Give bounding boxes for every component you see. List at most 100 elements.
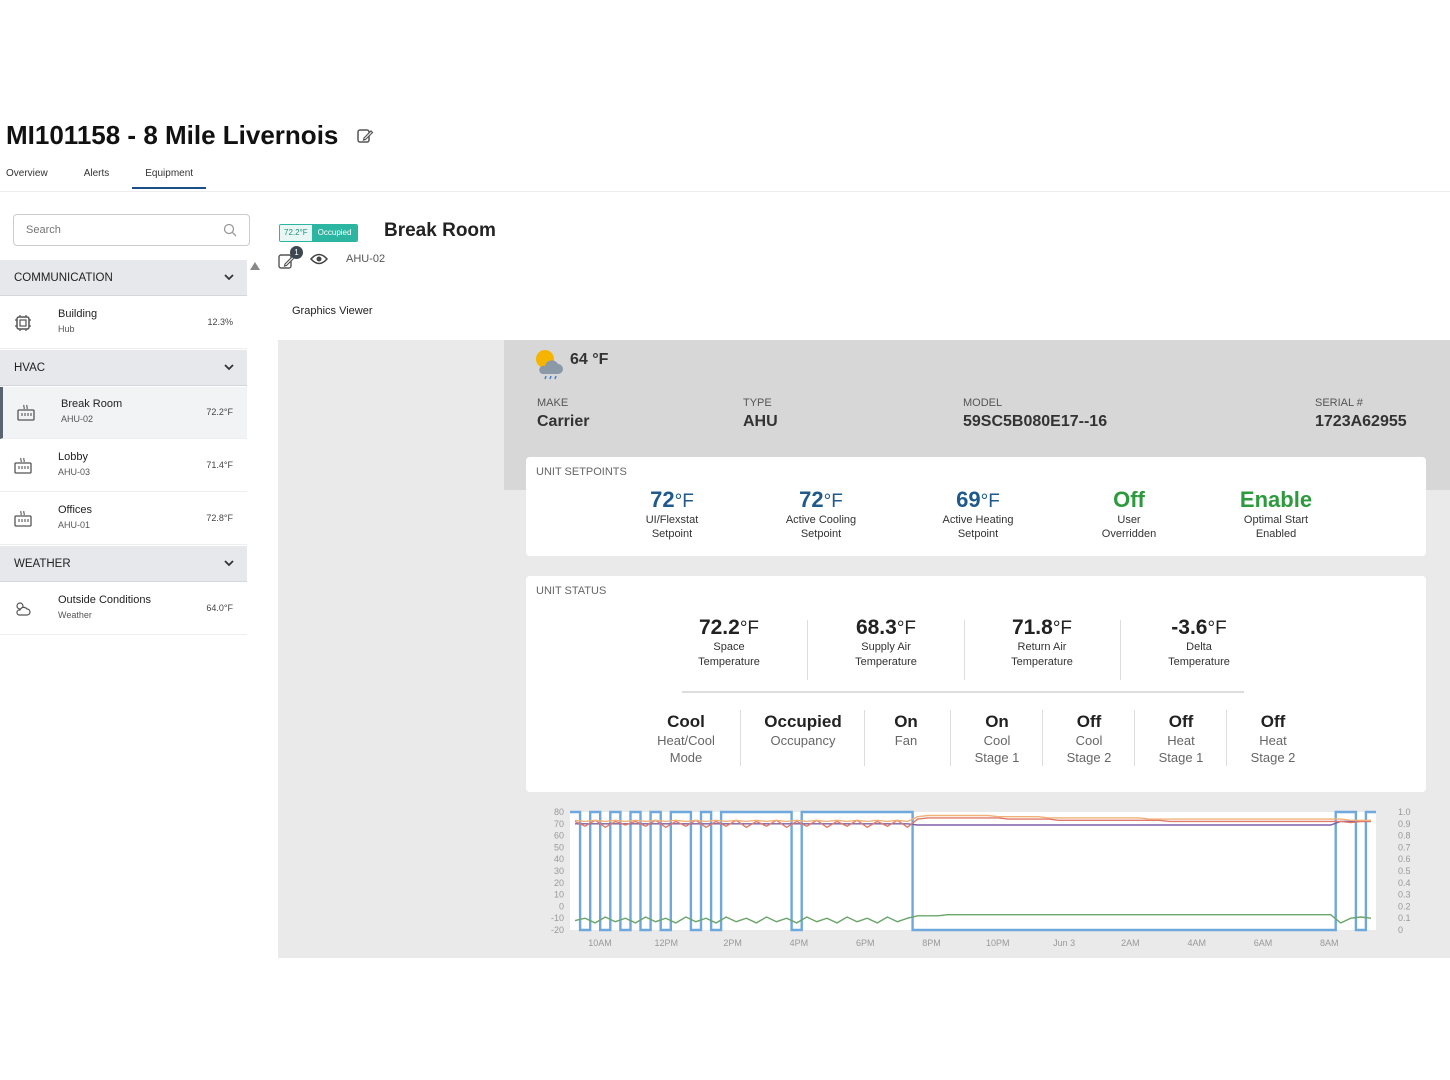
- unit-title: Break Room: [384, 220, 496, 241]
- sidebar-item-building[interactable]: Building Hub 12.3%: [0, 297, 247, 349]
- sidebar-item-lobby[interactable]: Lobby AHU-03 71.4°F: [0, 440, 247, 492]
- y-right-tick-label: 0.7: [1398, 842, 1411, 852]
- status-label: Return Air: [1017, 641, 1067, 653]
- status-value: -3.6: [1171, 616, 1208, 639]
- group-hvac[interactable]: HVAC: [0, 350, 247, 386]
- make-label: MAKE: [537, 397, 569, 409]
- edit-icon[interactable]: [356, 127, 374, 145]
- status-label: Delta: [1186, 641, 1212, 653]
- setpoint-label: Active Heating: [942, 514, 1014, 526]
- x-tick-label: 12PM: [655, 938, 679, 948]
- group-label: WEATHER: [14, 557, 71, 570]
- setpoint-label: Overridden: [1101, 528, 1157, 540]
- make-value: Carrier: [537, 413, 590, 430]
- y-left-tick-label: 10: [554, 890, 564, 900]
- x-tick-label: 2PM: [723, 938, 742, 948]
- ahu-icon: [17, 404, 35, 421]
- status-value: 68.3: [855, 616, 897, 639]
- group-communication[interactable]: COMMUNICATION: [0, 260, 247, 296]
- tab-equipment[interactable]: Equipment: [132, 166, 207, 189]
- unit-meta-row: 1 AHU-02: [278, 246, 385, 270]
- y-left-tick-label: 60: [554, 831, 564, 841]
- status-badge: 72.2°F Occupied: [279, 224, 359, 242]
- eye-icon[interactable]: [310, 253, 328, 265]
- y-left-tick-label: -10: [551, 913, 564, 923]
- trend-chart-svg: 80706050403020100-10-201.00.90.80.70.60.…: [551, 807, 1411, 948]
- hub-icon: [15, 315, 31, 331]
- series-line-3: [574, 814, 1371, 823]
- mode-divider: [740, 710, 741, 766]
- item-name: Break Room: [61, 398, 123, 410]
- search-box[interactable]: [13, 214, 250, 246]
- notification-count-badge: 1: [290, 246, 303, 259]
- mode-value: On: [985, 712, 1009, 731]
- notes-button[interactable]: 1: [278, 246, 303, 270]
- unit-status-card: UNIT STATUS 72.2°F Space Temperature 68.…: [526, 576, 1426, 792]
- x-tick-label: 10PM: [986, 938, 1010, 948]
- item-name: Offices: [58, 504, 93, 516]
- mode-divider: [1226, 710, 1227, 766]
- y-right-tick-label: 0.1: [1398, 913, 1411, 923]
- sidebar-item-offices[interactable]: Offices AHU-01 72.8°F: [0, 493, 247, 545]
- mode-divider: [864, 710, 865, 766]
- item-sub: Weather: [58, 610, 92, 620]
- chevron-down-icon: [224, 274, 234, 281]
- status-return-air-temp: 71.8°F Return Air Temperature: [964, 616, 1120, 670]
- series-line-4: [574, 914, 1372, 924]
- status-delta-temp: -3.6°F Delta Temperature: [1121, 616, 1277, 670]
- setpoint-active-heating: 69°F Active Heating Setpoint: [913, 487, 1043, 541]
- tab-bar: Overview Alerts Equipment: [6, 166, 242, 189]
- mode-divider: [1134, 710, 1135, 766]
- setpoint-value: 72: [799, 487, 824, 512]
- setpoint-label: Enabled: [1255, 528, 1297, 540]
- mode-value: Occupied: [764, 712, 842, 731]
- outside-temp: 64 °F: [570, 351, 609, 368]
- status-label: Temperature: [1168, 656, 1230, 668]
- y-right-tick-label: 0.6: [1398, 854, 1411, 864]
- mode-label: Cool: [1075, 733, 1103, 748]
- x-tick-label: 8PM: [922, 938, 941, 948]
- y-left-tick-label: 50: [554, 842, 564, 852]
- tab-overview[interactable]: Overview: [6, 168, 48, 179]
- y-left-tick-label: 30: [554, 866, 564, 876]
- setpoint-label: Active Cooling: [785, 514, 857, 526]
- y-left-tick-label: 40: [554, 854, 564, 864]
- status-divider: [1120, 620, 1121, 680]
- graphics-viewer-label[interactable]: Graphics Viewer: [292, 305, 373, 317]
- setpoint-label: Setpoint: [957, 528, 999, 540]
- sidebar-item-break-room[interactable]: Break Room AHU-02 72.2°F: [0, 387, 247, 439]
- y-right-tick-label: 1.0: [1398, 807, 1411, 817]
- site-title: MI101158 - 8 Mile Livernois: [6, 120, 339, 150]
- search-input[interactable]: [26, 224, 216, 236]
- ahu-icon: [14, 510, 32, 527]
- mode-label: Stage 2: [1250, 750, 1296, 765]
- item-name: Lobby: [58, 451, 88, 463]
- item-value: 64.0°F: [206, 603, 233, 613]
- mode-label: Stage 1: [974, 750, 1020, 765]
- setpoint-value: Off: [1113, 487, 1145, 512]
- mode-label: Heat: [1167, 733, 1195, 748]
- setpoint-label: UI/Flexstat: [645, 514, 699, 526]
- x-tick-label: 4PM: [790, 938, 809, 948]
- y-right-tick-label: 0.5: [1398, 866, 1411, 876]
- setpoints-title: UNIT SETPOINTS: [536, 466, 627, 478]
- mode-label: Heat: [1259, 733, 1287, 748]
- x-tick-label: Jun 3: [1053, 938, 1075, 948]
- sidebar-item-outside-conditions[interactable]: Outside Conditions Weather 64.0°F: [0, 583, 247, 635]
- group-weather[interactable]: WEATHER: [0, 546, 247, 582]
- scroll-up-icon[interactable]: [250, 262, 260, 270]
- mode-cool-stage-1: On Cool Stage 1: [962, 712, 1032, 766]
- mode-value: Off: [1168, 712, 1194, 731]
- tab-alerts[interactable]: Alerts: [83, 168, 110, 179]
- mode-label: Mode: [669, 750, 703, 765]
- mode-value: Cool: [667, 712, 705, 731]
- x-tick-label: 2AM: [1121, 938, 1140, 948]
- badge-temp: 72.2°F: [280, 225, 312, 241]
- status-label: Temperature: [1011, 656, 1073, 668]
- status-unit: °F: [739, 618, 760, 639]
- search-icon[interactable]: [223, 223, 237, 237]
- chevron-down-icon: [224, 364, 234, 371]
- y-left-tick-label: 70: [554, 819, 564, 829]
- setpoint-value: 72: [650, 487, 675, 512]
- setpoint-label: Optimal Start: [1243, 514, 1309, 526]
